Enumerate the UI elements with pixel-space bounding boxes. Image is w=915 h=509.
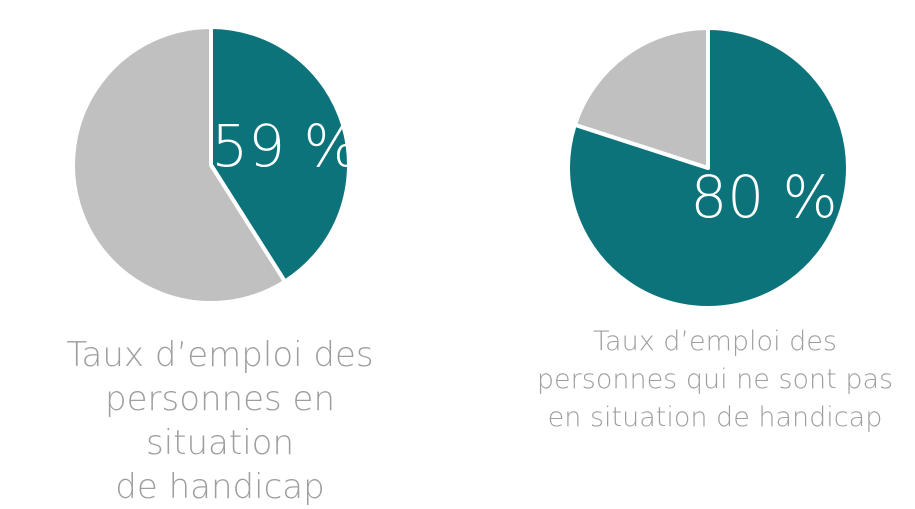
caption-non-disabled: Taux d’emploi des personnes qui ne sont … bbox=[515, 323, 915, 437]
pie-slice-1 bbox=[71, 25, 287, 305]
data-label-disabled: 59 % bbox=[211, 112, 358, 180]
caption-line: en situation de handicap bbox=[547, 402, 883, 433]
caption-line: personnes qui ne sont pas bbox=[536, 364, 894, 395]
caption-disabled: Taux d’emploi des personnes en situation… bbox=[40, 333, 400, 509]
pie-slice-1 bbox=[572, 26, 710, 170]
pie-charts: 59 % 80 % bbox=[71, 25, 850, 310]
caption-line: de handicap bbox=[115, 467, 325, 507]
pie-chart-disabled bbox=[71, 25, 351, 305]
data-label-non-disabled: 80 % bbox=[690, 163, 837, 231]
caption-line: personnes en situation bbox=[105, 379, 335, 463]
caption-line: Taux d’emploi des bbox=[66, 335, 374, 375]
pie-chart-non-disabled bbox=[566, 26, 850, 310]
chart-area: 59 % 80 % Taux d’emploi des personnes en… bbox=[66, 25, 915, 507]
caption-line: Taux d’emploi des bbox=[593, 326, 837, 357]
